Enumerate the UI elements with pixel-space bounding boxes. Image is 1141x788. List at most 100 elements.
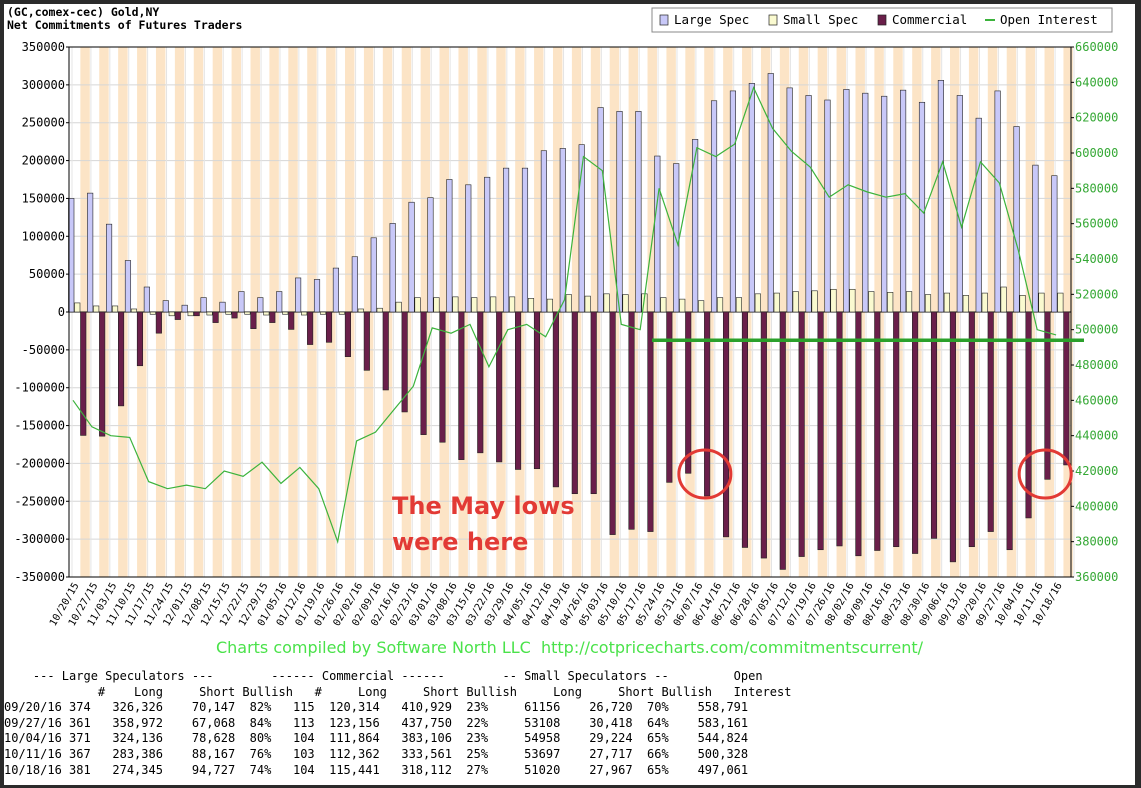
large-spec-bar — [843, 89, 850, 313]
large-spec-bar — [200, 297, 207, 313]
commercial-bar — [344, 311, 351, 357]
left-axis-tick-label: -200000 — [14, 456, 65, 470]
commercial-bar — [590, 311, 597, 495]
left-axis-tick-label: 350000 — [22, 40, 65, 54]
credits-line: Charts compiled by Software North LLC ht… — [215, 638, 924, 657]
table-row: 09/27/16 361 358,972 67,068 84% 113 123,… — [4, 715, 749, 730]
large-spec-bar — [484, 176, 491, 313]
left-axis-tick-label: 300000 — [22, 78, 65, 92]
small-spec-bar — [338, 311, 345, 315]
small-spec-bar — [357, 308, 364, 313]
cot-chart: 350000 300000 250000 200000 150000 100000 5000… — [14, 7, 1118, 628]
small-spec-bar — [754, 293, 761, 313]
large-spec-bar — [389, 223, 396, 313]
right-axis-tick-label: 400000 — [1075, 499, 1118, 513]
commercial-bar — [401, 311, 408, 413]
annotation-line-1: The May lows — [392, 492, 575, 520]
chart-frame: 350000 300000 250000 200000 150000 100000 5000… — [4, 4, 1135, 785]
small-spec-bar — [282, 311, 289, 315]
small-spec-bar — [509, 296, 516, 313]
commercial-bar — [552, 311, 559, 488]
small-spec-bar — [1057, 292, 1064, 313]
legend-label: Open Interest — [1000, 12, 1098, 27]
annotation-layer — [652, 338, 1084, 500]
commercial-bar — [930, 311, 938, 539]
large-spec-bar — [918, 101, 926, 313]
small-spec-bar — [811, 290, 818, 313]
right-axis-tick-label: 360000 — [1075, 570, 1118, 584]
large-spec-bar — [692, 139, 699, 313]
large-spec-bar — [124, 260, 132, 313]
small-spec-bar — [698, 300, 705, 313]
small-spec-bar — [830, 288, 837, 313]
commercial-bar — [212, 311, 219, 323]
commercial-bar — [382, 311, 389, 391]
right-axis-tick-label: 500000 — [1075, 323, 1118, 337]
small-spec-bar — [792, 291, 799, 313]
large-spec-bar — [616, 111, 623, 313]
large-spec-bar — [162, 300, 169, 313]
small-spec-bar — [395, 301, 402, 313]
commercial-bar — [609, 311, 616, 535]
large-spec-bar — [1032, 164, 1039, 313]
commercial-bar — [760, 311, 767, 559]
small-spec-bar — [887, 292, 894, 313]
right-axis-tick-label: 580000 — [1075, 181, 1118, 195]
commercial-bar — [647, 311, 654, 532]
left-axis-tick-label: 250000 — [22, 116, 65, 130]
small-spec-bar — [1000, 286, 1007, 313]
commercial-bar — [836, 311, 843, 547]
small-spec-bar — [376, 307, 383, 313]
commercial-bar — [1044, 311, 1051, 480]
small-spec-bar — [1019, 295, 1026, 313]
commercial-bar — [949, 311, 956, 563]
right-axis-tick-label: 440000 — [1075, 429, 1118, 443]
small-spec-bar — [244, 311, 251, 315]
small-spec-bar — [584, 295, 591, 313]
table-row: 10/18/16 381 274,345 94,727 74% 104 115,… — [4, 762, 749, 777]
small-spec-bar — [112, 305, 119, 313]
large-spec-bar — [975, 117, 982, 313]
legend-layer: Large Spec Small Spec Commercial Open Inter… — [651, 7, 1113, 33]
commercial-bar — [779, 311, 786, 570]
bars-layer — [68, 73, 1070, 570]
legend-label: Large Spec — [674, 12, 749, 27]
large-spec-bar — [446, 179, 453, 313]
commercial-bar — [155, 311, 162, 334]
right-axis-tick-label: 380000 — [1075, 535, 1118, 549]
commercial-bar — [685, 311, 692, 474]
right-axis-tick-label: 460000 — [1075, 393, 1118, 407]
large-spec-bar — [805, 95, 812, 313]
small-spec-bar — [414, 297, 421, 313]
right-axis-tick-label: 660000 — [1075, 40, 1118, 54]
left-axis-tick-label: -350000 — [14, 570, 65, 584]
small-spec-bar — [527, 298, 535, 313]
large-spec-bar — [559, 148, 566, 313]
commercial-bar — [99, 311, 106, 437]
large-spec-bar — [540, 150, 547, 313]
large-spec-bar — [767, 73, 774, 313]
large-spec-bar — [786, 87, 793, 313]
small-spec-bar — [660, 297, 667, 313]
right-axis-tick-label: 560000 — [1075, 217, 1118, 231]
commercial-bar — [269, 311, 276, 323]
large-spec-bar — [900, 89, 907, 313]
large-spec-bar — [257, 297, 264, 313]
legend-swatch — [768, 14, 778, 26]
small-spec-bar — [490, 296, 497, 313]
left-axis-tick-label: -50000 — [22, 343, 65, 357]
commercial-bar — [515, 311, 522, 470]
small-spec-bar — [981, 292, 988, 313]
large-spec-bar — [937, 80, 944, 313]
commercial-bar — [628, 311, 635, 530]
commercial-bar — [533, 311, 541, 470]
large-spec-bar — [862, 92, 869, 313]
large-spec-bar — [276, 291, 283, 313]
commercial-bar — [912, 311, 919, 554]
right-axis-tick-label: 620000 — [1075, 111, 1118, 125]
table-row: 10/04/16 371 324,136 78,628 80% 104 111,… — [4, 731, 749, 746]
commercial-bar — [288, 311, 295, 330]
small-spec-bar — [187, 311, 194, 317]
right-axis-tick-label: 600000 — [1075, 146, 1118, 160]
commercial-bar — [439, 311, 446, 443]
